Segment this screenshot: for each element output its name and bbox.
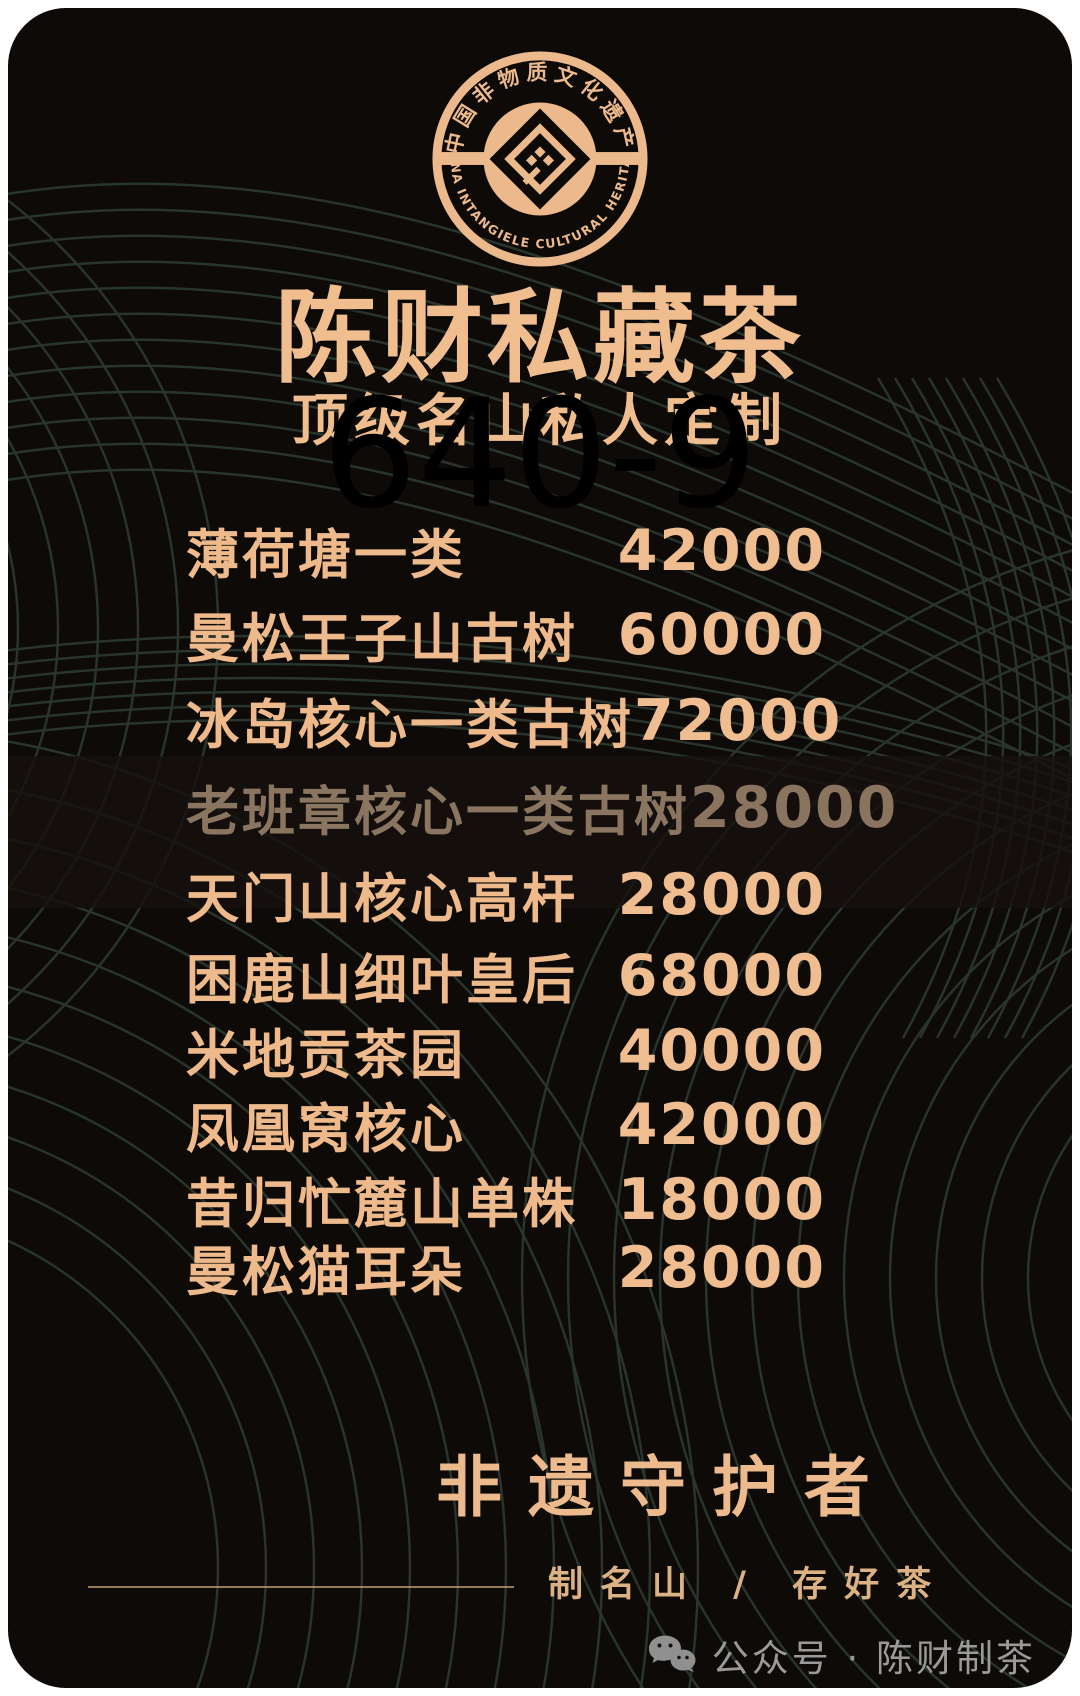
account-name: 公众号 · 陈财制茶 (711, 1637, 1036, 1680)
tea-name: 困鹿山细叶皇后 (186, 950, 578, 1011)
tea-price: 28000 (617, 862, 826, 928)
tea-name: 凤凰窝核心 (186, 1099, 466, 1160)
price-row: 冰岛核心一类古树 72000 (186, 683, 840, 759)
tea-price: 18000 (617, 1167, 826, 1233)
tagline-text: 制名山 / 存好茶 (548, 1565, 949, 1605)
price-row: 老班章核心一类古树 28000 (186, 770, 896, 846)
highlight-band (8, 756, 1072, 908)
poster-title: 陈财私藏茶 (275, 279, 805, 398)
tea-name: 天门山核心高杆 (186, 869, 578, 930)
tea-price: 40000 (617, 1018, 826, 1084)
logo-outer-ring (432, 51, 648, 267)
wechat-icon (648, 1635, 696, 1672)
price-row: 凤凰窝核心 42000 (186, 1087, 826, 1163)
tea-price: 28000 (690, 775, 899, 841)
price-row: 天门山核心高杆 28000 (186, 857, 826, 933)
image-watermark: 640-9 (322, 368, 758, 542)
divider-line (88, 1586, 514, 1588)
heritage-logo: 中国非物质文化遗产 CHINA INTANGIELE CULTURAL HERI… (431, 50, 648, 267)
poster-card: 中国非物质文化遗产 CHINA INTANGIELE CULTURAL HERI… (8, 8, 1072, 1688)
tea-price: 68000 (617, 943, 826, 1009)
tea-price: 42000 (617, 518, 826, 584)
tea-price: 28000 (617, 1235, 826, 1301)
tea-name: 米地贡茶园 (186, 1025, 466, 1086)
logo-emblem (438, 102, 642, 216)
price-row: 困鹿山细叶皇后 68000 (186, 938, 826, 1014)
wechat-footer: 公众号 · 陈财制茶 (646, 1628, 1036, 1682)
tea-name: 曼松猫耳朵 (186, 1242, 466, 1303)
tea-name: 冰岛核心一类古树 (186, 695, 634, 756)
tea-name: 昔归忙麓山单株 (186, 1174, 578, 1235)
tea-price: 72000 (634, 688, 843, 754)
tea-name: 曼松王子山古树 (186, 609, 578, 670)
poster-subtitle: 顶级名山私人定制 (292, 389, 788, 454)
tea-price: 60000 (617, 602, 826, 668)
tea-name: 老班章核心一类古树 (186, 782, 690, 843)
slogan-text: 非遗守护者 (436, 1448, 896, 1526)
tea-name: 薄荷塘一类 (186, 525, 466, 586)
price-row: 昔归忙麓山单株 18000 (186, 1162, 826, 1238)
price-row: 米地贡茶园 40000 (186, 1013, 826, 1089)
tea-price: 42000 (617, 1092, 826, 1158)
price-row: 曼松王子山古树 60000 (186, 597, 826, 673)
price-list: 薄荷塘一类 42000 曼松王子山古树 60000 冰岛核心一类古树 72000… (8, 8, 1072, 1688)
price-row: 薄荷塘一类 42000 (186, 513, 826, 589)
price-row: 曼松猫耳朵 28000 (186, 1230, 826, 1306)
background-pattern (8, 182, 1072, 1688)
